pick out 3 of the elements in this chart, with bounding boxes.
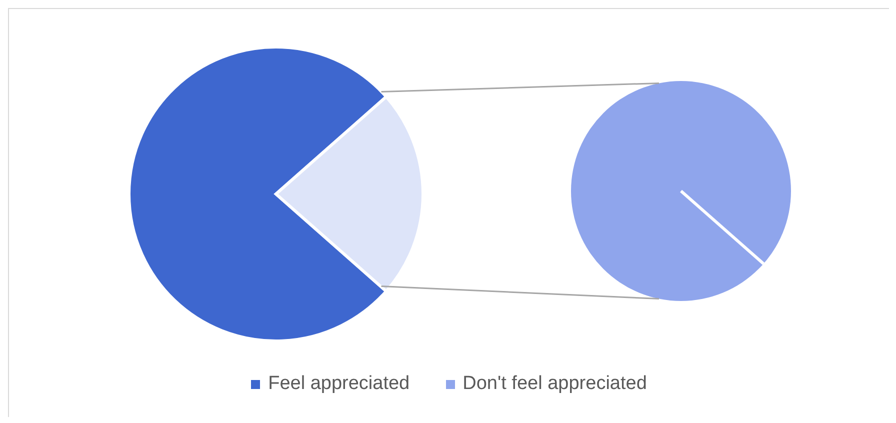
- legend-label: Feel appreciated: [268, 373, 410, 395]
- legend-label: Don't feel appreciated: [462, 373, 647, 395]
- pie-slice: [274, 95, 424, 293]
